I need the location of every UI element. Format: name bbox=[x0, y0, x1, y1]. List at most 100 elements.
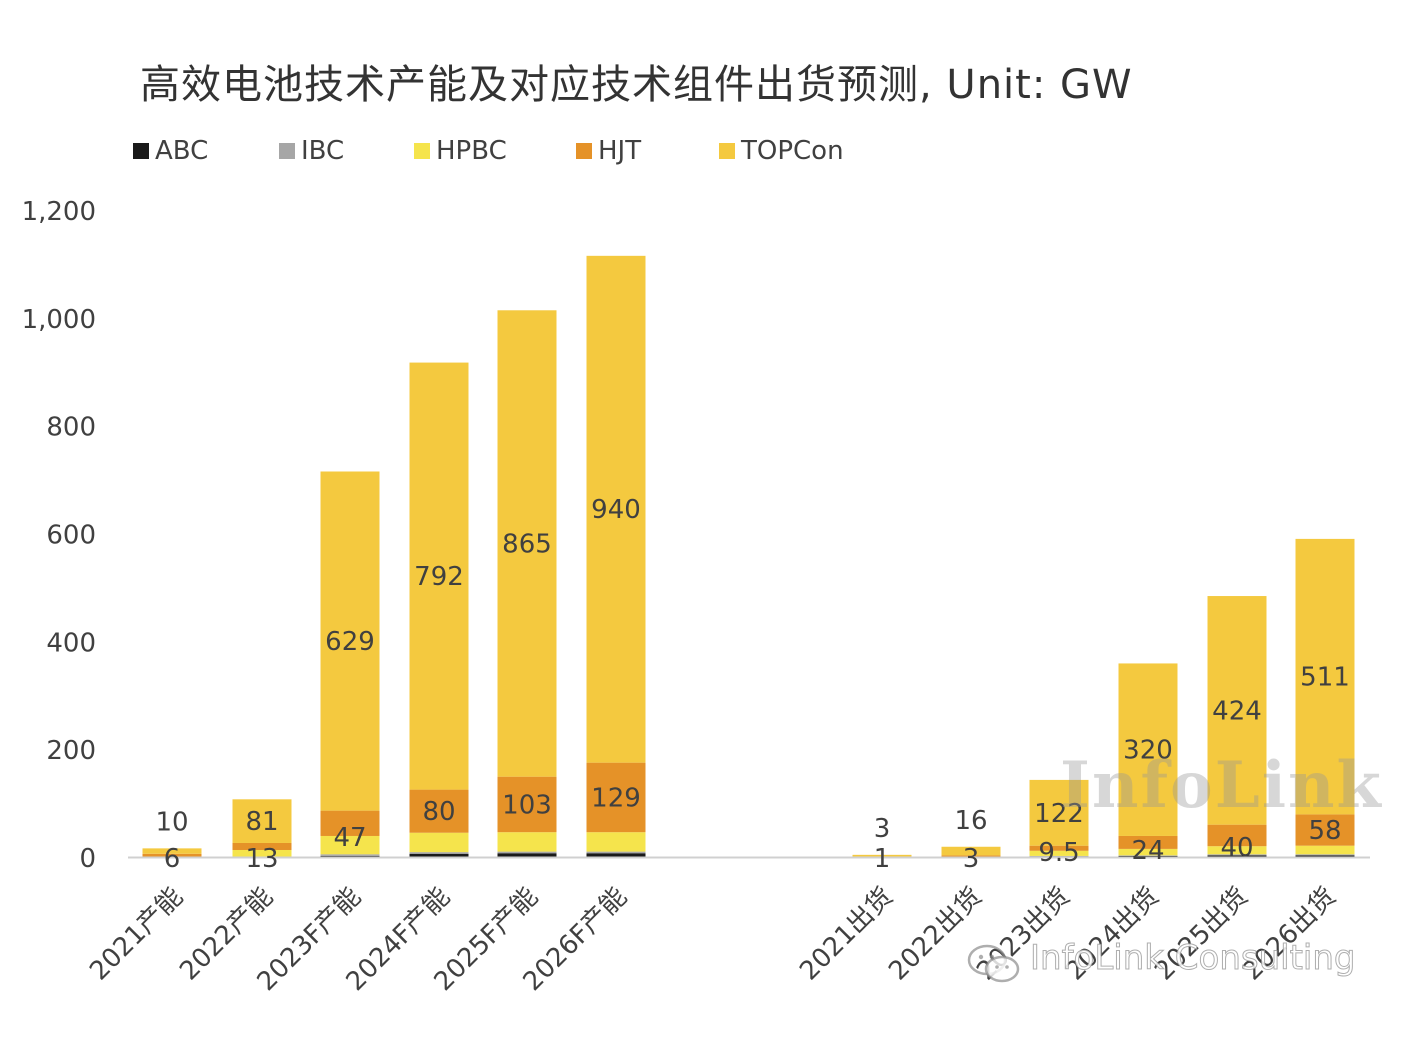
bar-segment-hpbc bbox=[497, 832, 557, 852]
y-tick-label: 400 bbox=[46, 628, 96, 658]
y-tick-label: 0 bbox=[79, 844, 96, 874]
bar-segment-hjt bbox=[497, 776, 557, 833]
bar-segment-ibc bbox=[1118, 855, 1178, 856]
bar-segment-abc bbox=[497, 853, 557, 857]
bar-segment-hpbc bbox=[1029, 850, 1089, 856]
x-tick-label: 2021产能 bbox=[84, 882, 189, 987]
x-tick-label: 2025出货 bbox=[1149, 882, 1254, 987]
legend-item-hjt: HJT bbox=[576, 136, 641, 166]
x-tick-label: 2021出货 bbox=[794, 882, 899, 987]
data-label: 792 bbox=[414, 562, 464, 592]
legend-label: ABC bbox=[155, 136, 209, 166]
legend-label: IBC bbox=[301, 136, 345, 166]
y-tick-label: 1,000 bbox=[22, 305, 96, 335]
bar-segment-ibc bbox=[320, 854, 380, 856]
legend-swatch bbox=[719, 143, 735, 159]
y-tick-label: 800 bbox=[46, 413, 96, 443]
wechat-icon bbox=[967, 944, 1020, 983]
bar-segment-ibc bbox=[1295, 854, 1355, 856]
legend-swatch bbox=[133, 143, 149, 159]
bar-segment-topcon bbox=[1295, 538, 1355, 815]
bar-segment-hpbc bbox=[586, 832, 646, 852]
data-label: 58 bbox=[1308, 816, 1341, 846]
legend-swatch bbox=[576, 143, 592, 159]
bar-segment-topcon bbox=[1118, 663, 1178, 836]
bar-segment-abc bbox=[320, 855, 380, 857]
bar-segment-hjt bbox=[142, 853, 202, 857]
legend-item-hpbc: HPBC bbox=[414, 136, 507, 166]
data-label: 47 bbox=[333, 823, 366, 853]
bar-segment-hpbc bbox=[1118, 848, 1178, 856]
legend-item-ibc: IBC bbox=[279, 136, 344, 166]
x-tick-label: 2024出货 bbox=[1060, 882, 1165, 987]
data-label: 129 bbox=[591, 783, 641, 813]
data-label: 3 bbox=[963, 844, 980, 874]
bar-segment-hpbc bbox=[1207, 846, 1267, 855]
bar-segment-ibc bbox=[409, 852, 469, 854]
data-label: 3 bbox=[874, 814, 891, 844]
bar-segment-topcon bbox=[586, 255, 646, 763]
data-label: 40 bbox=[1220, 833, 1253, 863]
bar-segment-ibc bbox=[1207, 854, 1267, 856]
bar-segment-hjt bbox=[1207, 824, 1267, 847]
legend-item-topcon: TOPCon bbox=[719, 136, 844, 166]
bar-segment-topcon bbox=[1207, 596, 1267, 825]
x-tick-label: 2026出货 bbox=[1237, 882, 1342, 987]
bar-segment-abc bbox=[1207, 855, 1267, 857]
bar-segment-hjt bbox=[1295, 814, 1355, 846]
data-label: 424 bbox=[1212, 696, 1262, 726]
legend-swatch bbox=[414, 143, 430, 159]
bar-segment-topcon bbox=[852, 854, 912, 857]
y-tick-label: 1,200 bbox=[22, 197, 96, 227]
bar-segment-hpbc bbox=[1295, 845, 1355, 855]
bar-segment-abc bbox=[1118, 855, 1178, 857]
bar-segment-abc bbox=[409, 853, 469, 857]
data-label: 940 bbox=[591, 495, 641, 525]
bar-segment-hpbc bbox=[320, 835, 380, 855]
bar-segment-ibc bbox=[497, 851, 557, 854]
legend-label: HPBC bbox=[436, 136, 507, 166]
bar-segment-ibc bbox=[1029, 855, 1089, 857]
data-label: 1 bbox=[874, 844, 891, 874]
bar-segment-topcon bbox=[320, 471, 380, 811]
legend-item-abc: ABC bbox=[133, 136, 208, 166]
data-label: 320 bbox=[1123, 736, 1173, 766]
data-label: 122 bbox=[1034, 799, 1084, 829]
data-label: 24 bbox=[1131, 836, 1164, 866]
data-label: 103 bbox=[502, 790, 552, 820]
bar-segment-topcon bbox=[497, 310, 557, 777]
bar-segment-hpbc bbox=[409, 832, 469, 853]
legend-label: HJT bbox=[598, 136, 642, 166]
bar-segment-ibc bbox=[586, 851, 646, 854]
chart-title: 高效电池技术产能及对应技术组件出货预测, Unit: GW bbox=[140, 62, 1133, 108]
data-label: 629 bbox=[325, 627, 375, 657]
bar-segment-topcon bbox=[409, 362, 469, 790]
data-label: 6 bbox=[164, 844, 181, 874]
bar-segment-topcon bbox=[1029, 779, 1089, 846]
legend-swatch bbox=[279, 143, 295, 159]
bar-segment-hjt bbox=[320, 810, 380, 836]
bar-segment-hjt bbox=[586, 762, 646, 833]
bar-segment-hjt bbox=[941, 855, 1001, 857]
bar-segment-hjt bbox=[409, 789, 469, 833]
bar-segment-hjt bbox=[1029, 845, 1089, 851]
bar-segment-hjt bbox=[232, 842, 292, 850]
data-label: 13 bbox=[245, 844, 278, 874]
data-label: 10 bbox=[155, 807, 188, 837]
bar-segment-hjt bbox=[1118, 835, 1178, 849]
data-label: 865 bbox=[502, 529, 552, 559]
bar-segment-abc bbox=[1295, 855, 1355, 857]
data-label: 511 bbox=[1300, 663, 1350, 693]
data-label: 9.5 bbox=[1038, 838, 1079, 868]
bar-segment-topcon bbox=[142, 848, 202, 854]
data-label: 80 bbox=[422, 797, 455, 827]
bar-segment-abc bbox=[586, 853, 646, 857]
data-label: 81 bbox=[245, 807, 278, 837]
legend-label: TOPCon bbox=[741, 136, 844, 166]
bar-segment-topcon bbox=[232, 799, 292, 843]
data-label: 16 bbox=[954, 806, 987, 836]
bar-segment-hpbc bbox=[232, 849, 292, 857]
y-tick-label: 600 bbox=[46, 521, 96, 551]
y-tick-label: 200 bbox=[46, 736, 96, 766]
